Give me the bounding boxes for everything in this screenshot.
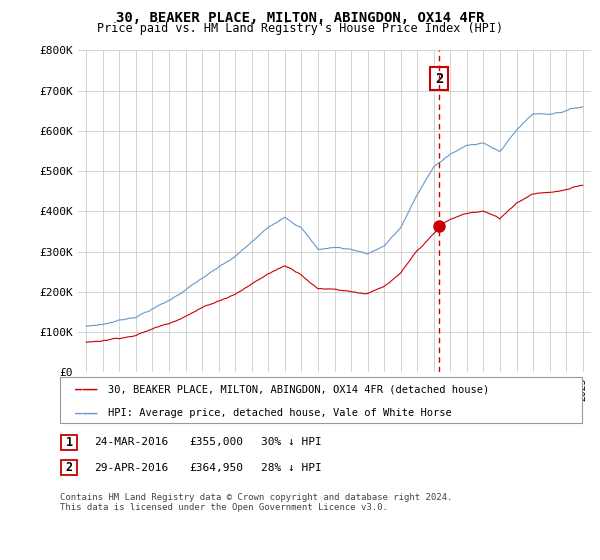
Text: 30, BEAKER PLACE, MILTON, ABINGDON, OX14 4FR (detached house): 30, BEAKER PLACE, MILTON, ABINGDON, OX14… <box>108 384 489 394</box>
Text: 2: 2 <box>65 461 73 474</box>
Text: Contains HM Land Registry data © Crown copyright and database right 2024.
This d: Contains HM Land Registry data © Crown c… <box>60 493 452 512</box>
Text: ———: ——— <box>75 382 97 396</box>
Text: 24-MAR-2016: 24-MAR-2016 <box>94 437 169 447</box>
Text: £364,950: £364,950 <box>189 463 243 473</box>
Text: 29-APR-2016: 29-APR-2016 <box>94 463 169 473</box>
Text: Price paid vs. HM Land Registry's House Price Index (HPI): Price paid vs. HM Land Registry's House … <box>97 22 503 35</box>
Text: 1: 1 <box>65 436 73 449</box>
Text: £355,000: £355,000 <box>189 437 243 447</box>
Text: 2: 2 <box>435 72 443 86</box>
Text: ———: ——— <box>75 406 97 419</box>
Text: 28% ↓ HPI: 28% ↓ HPI <box>261 463 322 473</box>
Text: 30% ↓ HPI: 30% ↓ HPI <box>261 437 322 447</box>
Text: HPI: Average price, detached house, Vale of White Horse: HPI: Average price, detached house, Vale… <box>108 408 452 418</box>
Text: 30, BEAKER PLACE, MILTON, ABINGDON, OX14 4FR: 30, BEAKER PLACE, MILTON, ABINGDON, OX14… <box>116 11 484 25</box>
